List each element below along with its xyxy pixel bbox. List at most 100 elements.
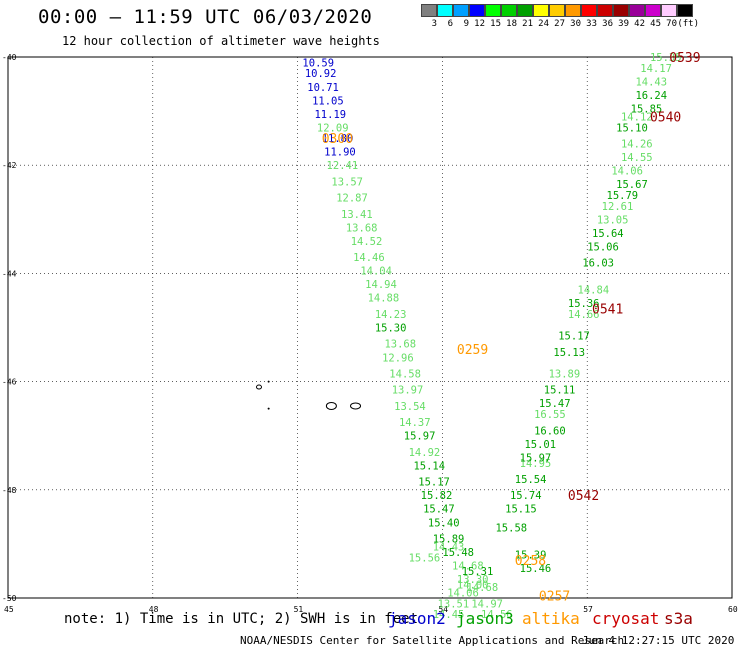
swh-value: 15.97 <box>404 431 436 443</box>
swh-value: 14.66 <box>568 309 600 321</box>
swh-value: 14.26 <box>621 139 653 151</box>
island-outline <box>350 402 362 410</box>
scale-swatch <box>629 4 645 17</box>
swh-value: 11.80 <box>322 133 354 145</box>
swh-value: 14.45 <box>433 609 465 621</box>
swh-value: 15.58 <box>495 523 527 535</box>
swh-value: 12.41 <box>327 160 359 172</box>
generation-timestamp: Jun 4 12:27:15 UTC 2020 <box>582 634 735 647</box>
scale-swatch <box>565 4 581 17</box>
swh-value: 14.95 <box>520 458 552 470</box>
swh-value: 15.64 <box>592 228 624 240</box>
swh-value: 14.04 <box>360 266 392 278</box>
swh-value: 13.68 <box>346 222 378 234</box>
swh-value: 13.51 <box>438 598 470 610</box>
scale-label: 42 <box>634 19 645 29</box>
swh-value: 15.14 <box>413 460 445 472</box>
pass-time-label: 0258 <box>515 554 546 569</box>
swh-value: 15.54 <box>515 474 547 486</box>
swh-value: 15.67 <box>616 179 648 191</box>
island-outline <box>255 384 262 390</box>
swh-value: 15.10 <box>616 122 648 134</box>
scale-swatch <box>469 4 485 17</box>
swh-value: 12.61 <box>602 201 634 213</box>
color-scale: 3 6 9 12 15 18 21 24 27 30 33 36 39 42 45 70 (ft) <box>421 4 699 29</box>
scale-swatch <box>501 4 517 17</box>
pass-time-label: 0540 <box>650 111 681 126</box>
swh-value: 15.36 <box>568 298 600 310</box>
legend-cryosat: cryosat <box>592 609 660 628</box>
swh-value: 14.06 <box>447 588 479 600</box>
lon-tick-label: 48 <box>149 605 159 614</box>
swh-value: 15.11 <box>544 385 576 397</box>
swh-value: 11.05 <box>312 95 344 107</box>
color-scale-labels: 3 6 9 12 15 18 21 24 27 30 33 36 39 42 45 70 (ft) <box>421 19 699 29</box>
swh-value: 14.23 <box>375 309 407 321</box>
swh-value: 10.71 <box>307 82 339 94</box>
swh-value: 15.46 <box>520 563 552 575</box>
scale-label: 45 <box>650 19 661 29</box>
swh-value: 14.37 <box>399 417 431 429</box>
swh-value: 12.09 <box>317 122 349 134</box>
pass-time-label: 0541 <box>592 303 623 318</box>
swh-value: 11.90 <box>324 147 356 159</box>
scale-label: 27 <box>554 19 565 29</box>
scale-swatch <box>533 4 549 17</box>
map-subtitle: 12 hour collection of altimeter wave hei… <box>62 34 380 48</box>
swh-value: 14.43 <box>635 76 667 88</box>
scale-swatch <box>421 4 437 17</box>
swh-value: 14.58 <box>389 368 421 380</box>
swh-value: 11.19 <box>314 109 346 121</box>
swh-value: 15.40 <box>428 517 460 529</box>
swh-value: 15.97 <box>520 452 552 464</box>
scale-swatch <box>437 4 453 17</box>
scale-label: 21 <box>522 19 533 29</box>
swh-value: 15.17 <box>558 331 590 343</box>
swh-value: 15.47 <box>423 504 455 516</box>
swh-value: 15.82 <box>421 490 453 502</box>
scale-label: 12 <box>474 19 485 29</box>
swh-value: 15.31 <box>462 566 494 578</box>
lat-tick-label: -48 <box>2 486 17 495</box>
swh-value: 15.30 <box>375 323 407 335</box>
scale-label: (ft) <box>677 19 699 29</box>
swh-value: 15.06 <box>587 241 619 253</box>
scale-swatch <box>597 4 613 17</box>
swh-value: 15.74 <box>510 490 542 502</box>
scale-swatch <box>645 4 661 17</box>
legend-altika: altika <box>522 609 580 628</box>
swh-value: 13.89 <box>549 368 581 380</box>
lat-tick-label: -46 <box>2 378 17 387</box>
scale-swatch <box>613 4 629 17</box>
swh-value: 16.55 <box>534 409 566 421</box>
swh-value: 14.17 <box>640 63 672 75</box>
island-outline <box>267 407 270 410</box>
scale-swatch <box>453 4 469 17</box>
credit-line: NOAA/NESDIS Center for Satellite Applica… <box>240 634 625 647</box>
swh-value: 15.39 <box>515 550 547 562</box>
scale-label: 9 <box>463 19 469 29</box>
swh-value: 15.79 <box>607 190 639 202</box>
swh-value: 15.85 <box>631 103 663 115</box>
scale-label: 3 <box>431 19 437 29</box>
island-outline <box>267 380 270 383</box>
swh-value: 15.15 <box>505 504 537 516</box>
lon-tick-label: 51 <box>294 605 304 614</box>
swh-value: 16.03 <box>582 258 614 270</box>
swh-value: 15.56 <box>409 552 441 564</box>
lat-tick-label: -44 <box>2 269 17 278</box>
plot-frame <box>7 56 733 599</box>
swh-value: 13.68 <box>384 339 416 351</box>
swh-value: 14.56 <box>481 609 513 621</box>
scale-label: 39 <box>618 19 629 29</box>
scale-swatch <box>581 4 597 17</box>
scale-label: 30 <box>570 19 581 29</box>
swh-value: 10.59 <box>302 57 334 69</box>
swh-value: 13.05 <box>597 214 629 226</box>
scale-label: 15 <box>490 19 501 29</box>
swh-value: 12.96 <box>382 352 414 364</box>
scale-swatch <box>661 4 677 17</box>
pass-time-label: 0257 <box>539 589 570 604</box>
swh-value: 16.60 <box>534 425 566 437</box>
lat-tick-label: -40 <box>2 53 17 62</box>
